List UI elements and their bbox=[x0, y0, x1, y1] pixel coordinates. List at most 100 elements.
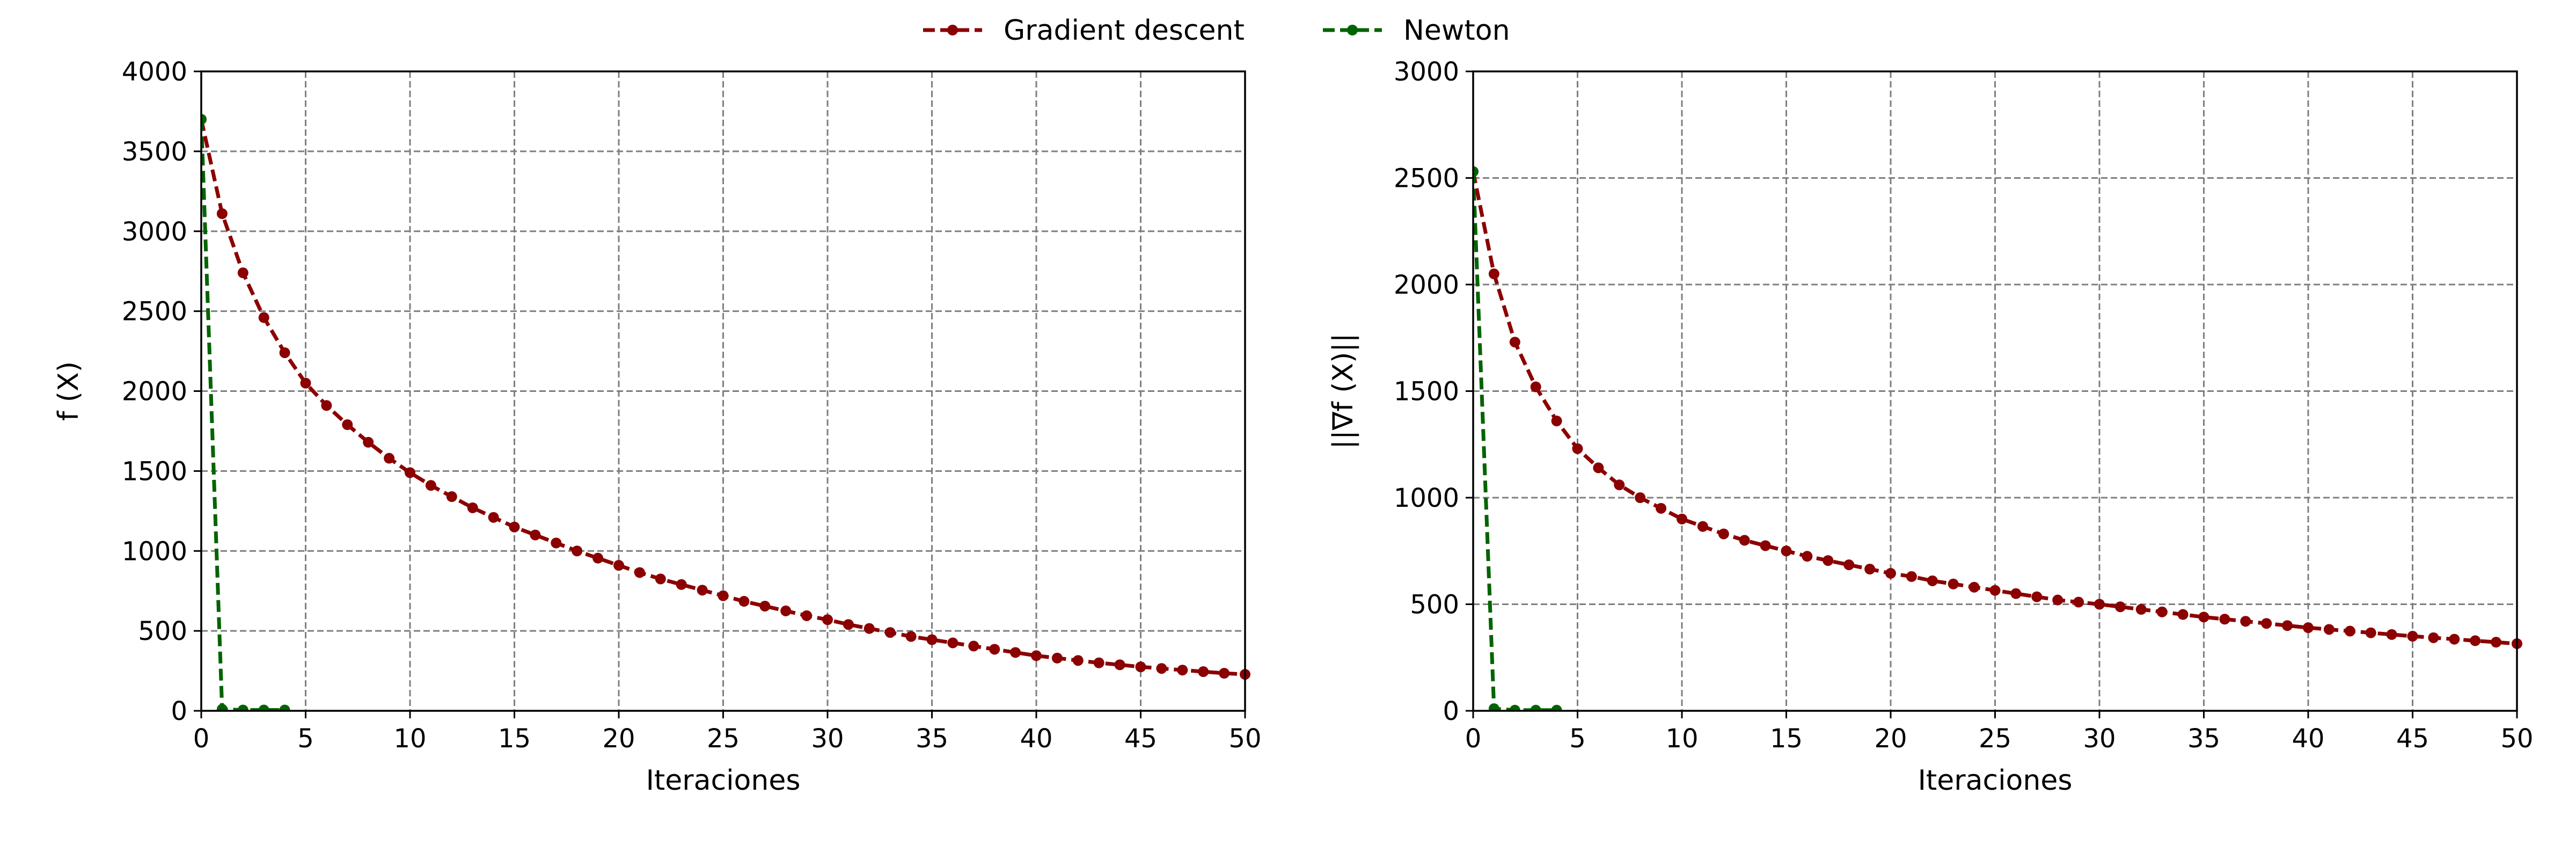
legend-item-newton: Newton bbox=[1323, 14, 1510, 47]
data-point-gradient-descent bbox=[947, 637, 958, 649]
data-point-gradient-descent bbox=[2010, 588, 2022, 599]
data-point-gradient-descent bbox=[634, 567, 645, 578]
x-tick-label: 0 bbox=[193, 724, 210, 754]
legend-label: Gradient descent bbox=[1004, 14, 1245, 47]
y-tick-label: 1500 bbox=[1394, 377, 1459, 407]
data-point-gradient-descent bbox=[258, 312, 269, 323]
data-point-gradient-descent bbox=[1156, 663, 1167, 674]
data-point-newton bbox=[279, 704, 290, 711]
grid bbox=[1473, 71, 2517, 711]
y-tick-label: 1000 bbox=[122, 536, 187, 566]
data-point-gradient-descent bbox=[926, 634, 938, 645]
data-point-gradient-descent bbox=[2177, 609, 2189, 620]
chart-panel-objective: 0 5 10 15 20 25 30 35 40 45 5005001000150020002500… bbox=[53, 57, 1262, 797]
x-axis-label: Iteraciones bbox=[646, 765, 801, 797]
y-tick-label: 4000 bbox=[122, 57, 187, 87]
data-point-gradient-descent bbox=[1760, 540, 1771, 551]
data-point-gradient-descent bbox=[822, 614, 833, 625]
y-tick-label: 3500 bbox=[122, 137, 187, 167]
data-point-gradient-descent bbox=[2261, 618, 2272, 629]
y-tick-label: 1000 bbox=[1394, 483, 1459, 513]
data-point-gradient-descent bbox=[989, 644, 1000, 655]
data-point-newton bbox=[1530, 704, 1541, 711]
data-point-gradient-descent bbox=[2073, 596, 2084, 608]
data-point-gradient-descent bbox=[1051, 652, 1063, 664]
data-point-newton bbox=[1509, 704, 1520, 711]
x-tick-label: 40 bbox=[1020, 724, 1052, 754]
data-point-gradient-descent bbox=[551, 537, 562, 549]
data-point-newton bbox=[237, 704, 248, 711]
chart-panel-gradient-norm: 0 5 10 15 20 25 30 35 40 45 5005001000150020002500… bbox=[1327, 57, 2534, 797]
data-point-gradient-descent bbox=[1010, 647, 1021, 658]
x-tick-label: 0 bbox=[1465, 724, 1482, 754]
x-tick-label: 10 bbox=[393, 724, 426, 754]
x-axis-label: Iteraciones bbox=[1918, 765, 2073, 797]
data-point-gradient-descent bbox=[863, 623, 875, 634]
data-point-gradient-descent bbox=[2219, 614, 2230, 625]
data-point-gradient-descent bbox=[1843, 559, 1855, 571]
data-point-gradient-descent bbox=[1093, 657, 1104, 668]
data-point-gradient-descent bbox=[718, 590, 729, 601]
data-point-gradient-descent bbox=[384, 453, 395, 464]
data-point-gradient-descent bbox=[1198, 666, 1209, 678]
data-point-gradient-descent bbox=[843, 619, 854, 630]
data-point-gradient-descent bbox=[592, 552, 604, 564]
data-point-gradient-descent bbox=[1697, 521, 1708, 532]
data-point-gradient-descent bbox=[759, 600, 771, 612]
data-point-gradient-descent bbox=[1488, 268, 1499, 280]
data-point-gradient-descent bbox=[2198, 612, 2209, 623]
x-tick-label: 15 bbox=[1770, 724, 1803, 754]
data-point-gradient-descent bbox=[1572, 443, 1583, 454]
data-point-gradient-descent bbox=[2365, 627, 2376, 638]
data-point-gradient-descent bbox=[572, 545, 583, 557]
data-point-gradient-descent bbox=[1906, 571, 1917, 582]
y-tick-label: 2500 bbox=[122, 297, 187, 327]
data-point-gradient-descent bbox=[2114, 601, 2126, 613]
data-point-gradient-descent bbox=[321, 400, 332, 411]
data-point-gradient-descent bbox=[1781, 545, 1792, 557]
x-tick-label: 30 bbox=[2083, 724, 2116, 754]
data-point-gradient-descent bbox=[405, 467, 415, 478]
data-point-newton bbox=[216, 704, 228, 711]
data-point-gradient-descent bbox=[613, 560, 624, 571]
y-tick-label: 2000 bbox=[1394, 270, 1459, 300]
y-tick-label: 500 bbox=[138, 616, 187, 646]
data-point-gradient-descent bbox=[801, 610, 813, 621]
data-point-gradient-descent bbox=[530, 529, 541, 541]
data-point-gradient-descent bbox=[1989, 585, 2001, 596]
data-point-gradient-descent bbox=[1718, 528, 1729, 540]
data-point-gradient-descent bbox=[1509, 337, 1520, 348]
data-point-gradient-descent bbox=[300, 377, 311, 389]
data-point-newton bbox=[258, 704, 269, 711]
series-line-gradient-descent bbox=[1473, 171, 2518, 646]
data-point-gradient-descent bbox=[2156, 606, 2168, 617]
data-point-gradient-descent bbox=[1656, 503, 1667, 514]
x-tick-label: 30 bbox=[811, 724, 844, 754]
legend-item-gradient-descent: Gradient descent bbox=[923, 14, 1245, 47]
data-point-newton bbox=[1488, 703, 1499, 711]
data-point-gradient-descent bbox=[1114, 659, 1125, 671]
data-point-gradient-descent bbox=[237, 267, 248, 279]
data-point-gradient-descent bbox=[279, 347, 290, 359]
y-axis-label: f (X) bbox=[53, 361, 85, 421]
x-tick-label: 45 bbox=[1124, 724, 1157, 754]
data-point-gradient-descent bbox=[1177, 665, 1188, 676]
x-tick-label: 25 bbox=[1979, 724, 2011, 754]
data-point-gradient-descent bbox=[676, 579, 687, 590]
data-point-gradient-descent bbox=[1802, 551, 1813, 562]
data-point-gradient-descent bbox=[2449, 634, 2460, 645]
data-point-gradient-descent bbox=[2135, 604, 2147, 615]
y-tick-label: 0 bbox=[1443, 696, 1459, 726]
data-point-gradient-descent bbox=[2282, 620, 2293, 631]
data-point-gradient-descent bbox=[738, 596, 750, 607]
data-point-gradient-descent bbox=[363, 436, 374, 448]
data-point-gradient-descent bbox=[1135, 661, 1146, 673]
data-point-gradient-descent bbox=[2323, 624, 2334, 635]
data-point-gradient-descent bbox=[1948, 578, 1959, 589]
data-point-gradient-descent bbox=[2407, 631, 2418, 642]
data-point-gradient-descent bbox=[2052, 594, 2063, 606]
y-tick-label: 2000 bbox=[122, 377, 187, 407]
data-point-gradient-descent bbox=[1677, 513, 1687, 525]
data-point-gradient-descent bbox=[1739, 535, 1750, 546]
